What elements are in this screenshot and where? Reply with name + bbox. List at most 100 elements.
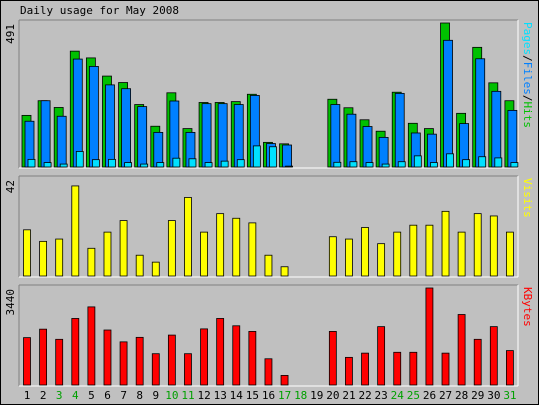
x-tick-label-day-10: 10 bbox=[165, 389, 178, 402]
bar-kbytes-day-20 bbox=[328, 331, 337, 386]
bar-files-day-29 bbox=[475, 58, 486, 168]
legend-item: KBytes bbox=[521, 287, 534, 327]
bar-pages-day-14 bbox=[236, 159, 245, 168]
x-tick-label-day-3: 3 bbox=[56, 389, 63, 402]
bar-files-day-2 bbox=[40, 100, 51, 168]
bar-visits-day-9 bbox=[151, 261, 160, 277]
bar-pages-day-3 bbox=[59, 163, 68, 168]
legend-item: / bbox=[521, 55, 534, 62]
x-tick-label-day-20: 20 bbox=[326, 389, 339, 402]
bar-visits-day-7 bbox=[119, 220, 128, 277]
bar-visits-day-15 bbox=[248, 222, 257, 277]
bar-pages-day-7 bbox=[124, 162, 132, 168]
legend-item: Visits bbox=[521, 178, 534, 218]
bar-pages-day-16 bbox=[269, 146, 277, 168]
bar-visits-day-8 bbox=[135, 254, 144, 277]
bar-visits-day-22 bbox=[361, 227, 369, 277]
panel-hits-files-pages-max-label: 491 bbox=[4, 24, 17, 44]
bar-visits-day-23 bbox=[377, 243, 386, 277]
bar-files-day-20 bbox=[330, 104, 341, 168]
bar-pages-day-9 bbox=[156, 162, 165, 168]
bar-pages-day-11 bbox=[188, 158, 197, 168]
bar-visits-day-2 bbox=[39, 240, 47, 277]
x-tick-label-day-19: 19 bbox=[310, 389, 323, 402]
panel-kbytes-max-label: 3440 bbox=[4, 289, 17, 316]
bar-visits-day-1 bbox=[23, 229, 31, 277]
legend-item: Hits bbox=[521, 102, 534, 129]
bar-kbytes-day-8 bbox=[135, 336, 144, 386]
x-tick-label-day-24: 24 bbox=[391, 389, 405, 402]
bar-kbytes-day-14 bbox=[232, 325, 241, 386]
bar-visits-day-13 bbox=[216, 213, 225, 277]
bar-kbytes-day-2 bbox=[39, 328, 47, 386]
bar-visits-day-3 bbox=[55, 238, 64, 277]
bar-files-day-6 bbox=[105, 84, 115, 168]
bar-visits-day-6 bbox=[103, 231, 112, 277]
bar-files-day-10 bbox=[169, 100, 180, 168]
bar-pages-day-28 bbox=[462, 159, 471, 168]
bar-pages-day-22 bbox=[365, 162, 374, 168]
bar-visits-day-10 bbox=[167, 220, 176, 277]
panel-visits-max-label: 42 bbox=[4, 180, 17, 193]
bar-visits-day-21 bbox=[345, 238, 353, 277]
bar-kbytes-day-12 bbox=[200, 328, 208, 386]
bar-files-day-12 bbox=[201, 103, 212, 168]
bar-files-day-22 bbox=[362, 126, 373, 168]
bar-kbytes-day-7 bbox=[119, 341, 128, 386]
bar-kbytes-day-1 bbox=[23, 337, 31, 386]
bar-files-day-26 bbox=[427, 133, 437, 168]
bar-files-day-17 bbox=[282, 144, 292, 168]
x-tick-label-day-21: 21 bbox=[342, 389, 355, 402]
bar-files-day-27 bbox=[443, 39, 453, 168]
bar-pages-day-21 bbox=[349, 161, 358, 168]
x-tick-label-day-29: 29 bbox=[471, 389, 484, 402]
bar-pages-day-23 bbox=[381, 163, 390, 168]
bar-pages-day-27 bbox=[446, 153, 454, 168]
x-tick-label-day-12: 12 bbox=[197, 389, 210, 402]
x-tick-label-day-27: 27 bbox=[439, 389, 452, 402]
bar-pages-day-24 bbox=[397, 161, 406, 168]
bar-kbytes-day-23 bbox=[377, 326, 386, 386]
bar-visits-day-31 bbox=[506, 231, 514, 277]
bar-files-day-3 bbox=[56, 115, 67, 168]
x-tick-label-day-1: 1 bbox=[24, 389, 31, 402]
bar-pages-day-30 bbox=[494, 157, 503, 168]
panel-hits-files-pages-legend: Pages/Files/Hits bbox=[521, 22, 534, 128]
legend-item: / bbox=[521, 95, 534, 102]
bar-visits-day-17 bbox=[280, 266, 289, 277]
x-tick-label-day-4: 4 bbox=[72, 389, 79, 402]
x-tick-label-day-26: 26 bbox=[423, 389, 436, 402]
bar-visits-day-29 bbox=[473, 213, 482, 277]
x-tick-label-day-25: 25 bbox=[407, 389, 420, 402]
bar-visits-day-26 bbox=[425, 224, 434, 277]
bar-kbytes-day-21 bbox=[345, 356, 353, 386]
bar-kbytes-day-3 bbox=[55, 338, 64, 386]
bar-visits-day-24 bbox=[393, 231, 402, 277]
bar-kbytes-day-16 bbox=[264, 358, 273, 386]
x-tick-label-day-17: 17 bbox=[278, 389, 291, 402]
bar-kbytes-day-31 bbox=[506, 350, 514, 386]
x-tick-label-day-2: 2 bbox=[40, 389, 47, 402]
bar-pages-day-4 bbox=[75, 151, 84, 168]
bar-kbytes-day-5 bbox=[87, 306, 96, 386]
bar-kbytes-day-30 bbox=[489, 326, 498, 386]
x-tick-label-day-22: 22 bbox=[358, 389, 371, 402]
x-tick-label-day-9: 9 bbox=[153, 389, 160, 402]
bar-files-day-4 bbox=[72, 58, 83, 168]
bar-pages-day-6 bbox=[108, 158, 116, 168]
bar-kbytes-day-9 bbox=[151, 353, 160, 386]
bar-files-day-23 bbox=[378, 136, 389, 168]
bar-pages-day-2 bbox=[43, 162, 52, 168]
x-tick-label-day-15: 15 bbox=[246, 389, 259, 402]
bar-files-day-9 bbox=[153, 131, 164, 168]
bar-visits-day-20 bbox=[328, 236, 337, 277]
bar-visits-day-4 bbox=[71, 185, 80, 277]
bar-kbytes-day-17 bbox=[280, 375, 289, 386]
bar-pages-day-20 bbox=[333, 161, 342, 168]
bar-pages-day-10 bbox=[172, 157, 181, 168]
bar-kbytes-day-29 bbox=[473, 338, 482, 386]
bar-pages-day-12 bbox=[204, 162, 213, 168]
bar-kbytes-day-4 bbox=[71, 318, 80, 386]
x-tick-label-day-16: 16 bbox=[262, 389, 275, 402]
bar-pages-day-26 bbox=[430, 162, 438, 168]
